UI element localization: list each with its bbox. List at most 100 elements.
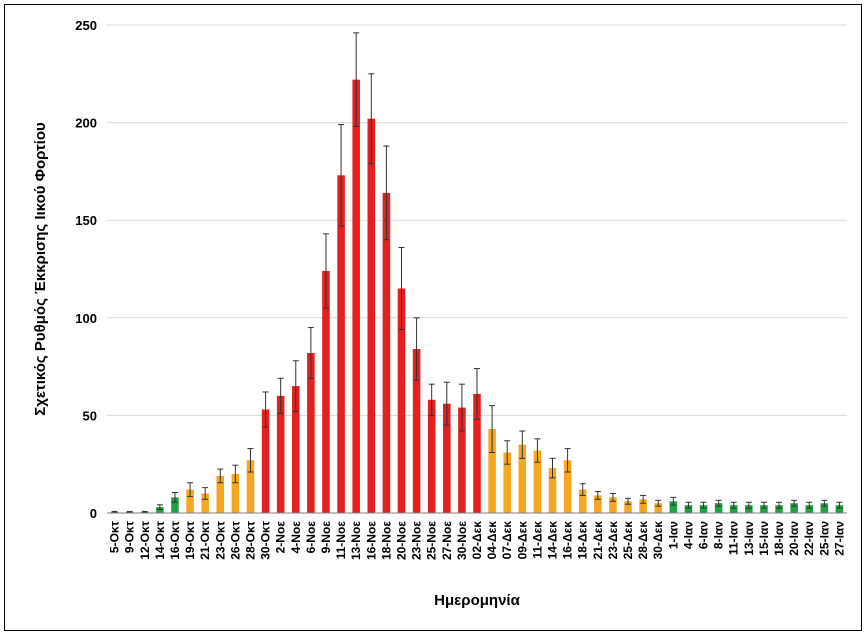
- bar: [639, 499, 647, 513]
- bar: [684, 505, 693, 513]
- bars: [110, 79, 844, 514]
- x-tick-label: 23-Οκτ: [213, 520, 227, 559]
- x-tick-label: 11-Νοε: [334, 521, 348, 560]
- bar: [594, 495, 602, 513]
- y-tick-labels: 0 50 100 150 200 250: [75, 18, 97, 521]
- bar: [835, 505, 844, 513]
- bar: [397, 288, 406, 513]
- bar: [171, 497, 179, 513]
- x-tick-label: 28-Οκτ: [243, 520, 257, 559]
- bar: [533, 450, 542, 513]
- x-tick-label: 18-Ιαν: [772, 521, 786, 556]
- x-tick-label: 6-Ιαν: [697, 521, 711, 549]
- x-tick-label: 21-Οκτ: [198, 520, 212, 559]
- x-tick-label: 16-Οκτ: [168, 520, 182, 559]
- x-tick-label: 18-Δεκ: [576, 521, 590, 560]
- x-tick-label: 02-Δεκ: [470, 521, 484, 560]
- bar: [322, 270, 330, 513]
- bar: [458, 407, 466, 513]
- x-tick-label: 4-Ιαν: [681, 521, 695, 549]
- bar: [503, 452, 511, 513]
- x-tick-label: 18-Νοε: [379, 521, 393, 560]
- bar: [292, 386, 300, 513]
- bar: [307, 352, 315, 513]
- y-tick-label: 50: [83, 408, 97, 423]
- x-axis-title: Ημερομηνία: [434, 592, 520, 609]
- y-tick-label: 100: [75, 311, 97, 326]
- x-tick-label: 14-Δεκ: [546, 521, 560, 560]
- bar: [518, 444, 527, 513]
- x-tick-label: 30-Νοε: [455, 521, 469, 560]
- x-tick-label: 12-Οκτ: [138, 520, 152, 559]
- bar: [367, 118, 376, 514]
- y-axis-title: Σχετικός Ρυθμός Έκκρισης Ιικού Φορτίου: [32, 122, 49, 416]
- x-tick-label: 11-Δεκ: [530, 521, 544, 559]
- bar: [443, 403, 451, 513]
- x-tick-label: 8-Ιαν: [712, 521, 726, 549]
- x-tick-label: 15-Ιαν: [757, 521, 771, 556]
- bar: [382, 192, 391, 513]
- x-tick-label: 19-Οκτ: [183, 520, 197, 559]
- bar: [216, 475, 225, 513]
- x-tick-label: 30-Δεκ: [651, 521, 665, 560]
- x-tick-label: 4-Νοε: [289, 521, 303, 554]
- bar: [669, 501, 678, 513]
- x-tick-label: 26-Οκτ: [228, 520, 242, 559]
- y-tick-label: 150: [75, 213, 97, 228]
- y-tick-label: 250: [75, 18, 97, 33]
- x-tick-label: 09-Δεκ: [515, 521, 529, 560]
- x-tick-label: 9-Οκτ: [123, 520, 137, 553]
- bar: [699, 505, 708, 513]
- bar: [488, 429, 496, 513]
- y-tick-label: 200: [75, 116, 97, 131]
- x-tick-label: 11-Ιαν: [727, 521, 741, 555]
- x-tick-label: 13-Ιαν: [742, 521, 756, 556]
- bar: [276, 395, 285, 513]
- bar: [775, 505, 783, 513]
- chart-frame: 0 50 100 150 200 250 5-Οκτ 9-Οκτ 12-Οκτ 14-Οκτ 16…: [4, 4, 862, 631]
- y-tick-label: 0: [90, 506, 97, 521]
- x-tick-label: 13-Νοε: [349, 521, 363, 560]
- bar: [805, 505, 814, 513]
- x-tick-label: 21-Δεκ: [591, 521, 605, 560]
- x-tick-label: 25-Νοε: [425, 521, 439, 560]
- x-tick-label: 28-Δεκ: [636, 521, 650, 560]
- bar: [412, 349, 421, 513]
- x-tick-label: 04-Δεκ: [485, 521, 499, 560]
- bar: [654, 503, 662, 513]
- x-tick-label: 9-Νοε: [319, 521, 333, 554]
- bar: [186, 489, 194, 513]
- x-tick-label: 5-Οκτ: [108, 520, 122, 553]
- bar: [624, 501, 632, 513]
- x-tick-label: 25-Ιαν: [817, 521, 831, 556]
- bar: [473, 393, 481, 513]
- bar: [337, 175, 345, 513]
- x-tick-label: 23-Νοε: [410, 521, 424, 560]
- x-tick-label: 16-Νοε: [364, 521, 378, 560]
- x-tick-label: 23-Δεκ: [606, 521, 620, 560]
- x-tick-label: 20-Νοε: [394, 521, 408, 560]
- bar: [729, 505, 738, 513]
- x-tick-label: 27-Νοε: [440, 521, 454, 560]
- bar: [820, 503, 829, 513]
- bar: [201, 493, 209, 513]
- bar: [352, 79, 360, 513]
- bar: [609, 497, 617, 513]
- x-tick-label: 07-Δεκ: [500, 521, 514, 560]
- bar: [548, 468, 557, 513]
- x-tick-label: 27-Ιαν: [832, 521, 846, 556]
- bar: [790, 503, 798, 513]
- bar: [563, 460, 572, 513]
- bar: [714, 503, 723, 513]
- x-tick-label: 30-Οκτ: [259, 520, 273, 559]
- bar: [578, 489, 587, 513]
- x-tick-label: 16-Δεκ: [561, 521, 575, 560]
- x-tick-label: 14-Οκτ: [153, 520, 167, 559]
- bar: [156, 507, 164, 513]
- x-tick-label: 1-Ιαν: [666, 521, 680, 549]
- x-tick-labels: 5-Οκτ 9-Οκτ 12-Οκτ 14-Οκτ 16-Οκτ 19-Οκτ 21-Οκτ…: [108, 520, 847, 560]
- x-tick-label: 20-Ιαν: [787, 521, 801, 556]
- bar: [261, 409, 270, 513]
- bar: [427, 399, 436, 513]
- bar: [246, 460, 255, 513]
